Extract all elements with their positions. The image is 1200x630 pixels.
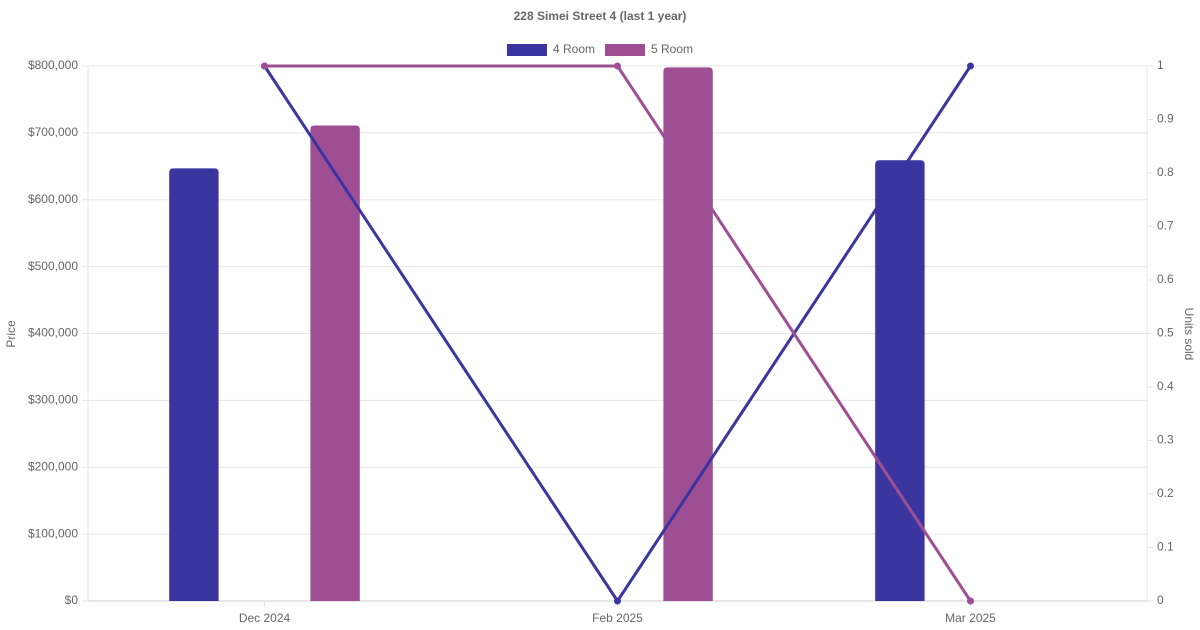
legend-swatch xyxy=(605,44,645,56)
bar xyxy=(663,67,713,601)
y2-tick-label: 0.4 xyxy=(1157,379,1174,393)
y2-tick-label: 0 xyxy=(1157,593,1164,607)
y-tick-label: $0 xyxy=(65,593,79,607)
bar xyxy=(310,125,360,602)
bar xyxy=(169,168,219,601)
y-tick-label: $200,000 xyxy=(28,459,78,473)
bar xyxy=(875,160,925,601)
legend-label: 5 Room xyxy=(651,42,693,56)
chart-title: 228 Simei Street 4 (last 1 year) xyxy=(514,9,687,23)
y-tick-label: $400,000 xyxy=(28,326,78,340)
x-tick-label: Dec 2024 xyxy=(239,611,291,625)
y-tick-label: $300,000 xyxy=(28,393,78,407)
units-point xyxy=(614,597,621,605)
y-tick-label: $700,000 xyxy=(28,125,78,139)
y2-tick-label: 1 xyxy=(1157,58,1164,72)
y2-tick-label: 0.3 xyxy=(1157,433,1174,447)
units-point xyxy=(967,597,974,605)
y-tick-label: $100,000 xyxy=(28,526,78,540)
y2-tick-label: 0.1 xyxy=(1157,540,1174,554)
x-tick-label: Mar 2025 xyxy=(945,611,996,625)
units-point xyxy=(614,62,621,70)
units-point xyxy=(967,62,974,70)
units-point xyxy=(261,62,268,70)
y-tick-label: $800,000 xyxy=(28,58,78,72)
x-tick-label: Feb 2025 xyxy=(592,611,643,625)
y-tick-label: $600,000 xyxy=(28,192,78,206)
y2-tick-label: 0.2 xyxy=(1157,486,1174,500)
y2-tick-label: 0.5 xyxy=(1157,326,1174,340)
y-tick-label: $500,000 xyxy=(28,259,78,273)
y2-tick-label: 0.7 xyxy=(1157,219,1174,233)
y2-tick-label: 0.6 xyxy=(1157,272,1174,286)
y2-axis-title: Units sold xyxy=(1182,308,1196,361)
y2-tick-label: 0.8 xyxy=(1157,165,1174,179)
y-axis-title: Price xyxy=(4,320,18,348)
legend-swatch xyxy=(506,44,547,56)
y2-tick-label: 0.9 xyxy=(1157,112,1174,126)
legend-label: 4 Room xyxy=(553,42,595,56)
